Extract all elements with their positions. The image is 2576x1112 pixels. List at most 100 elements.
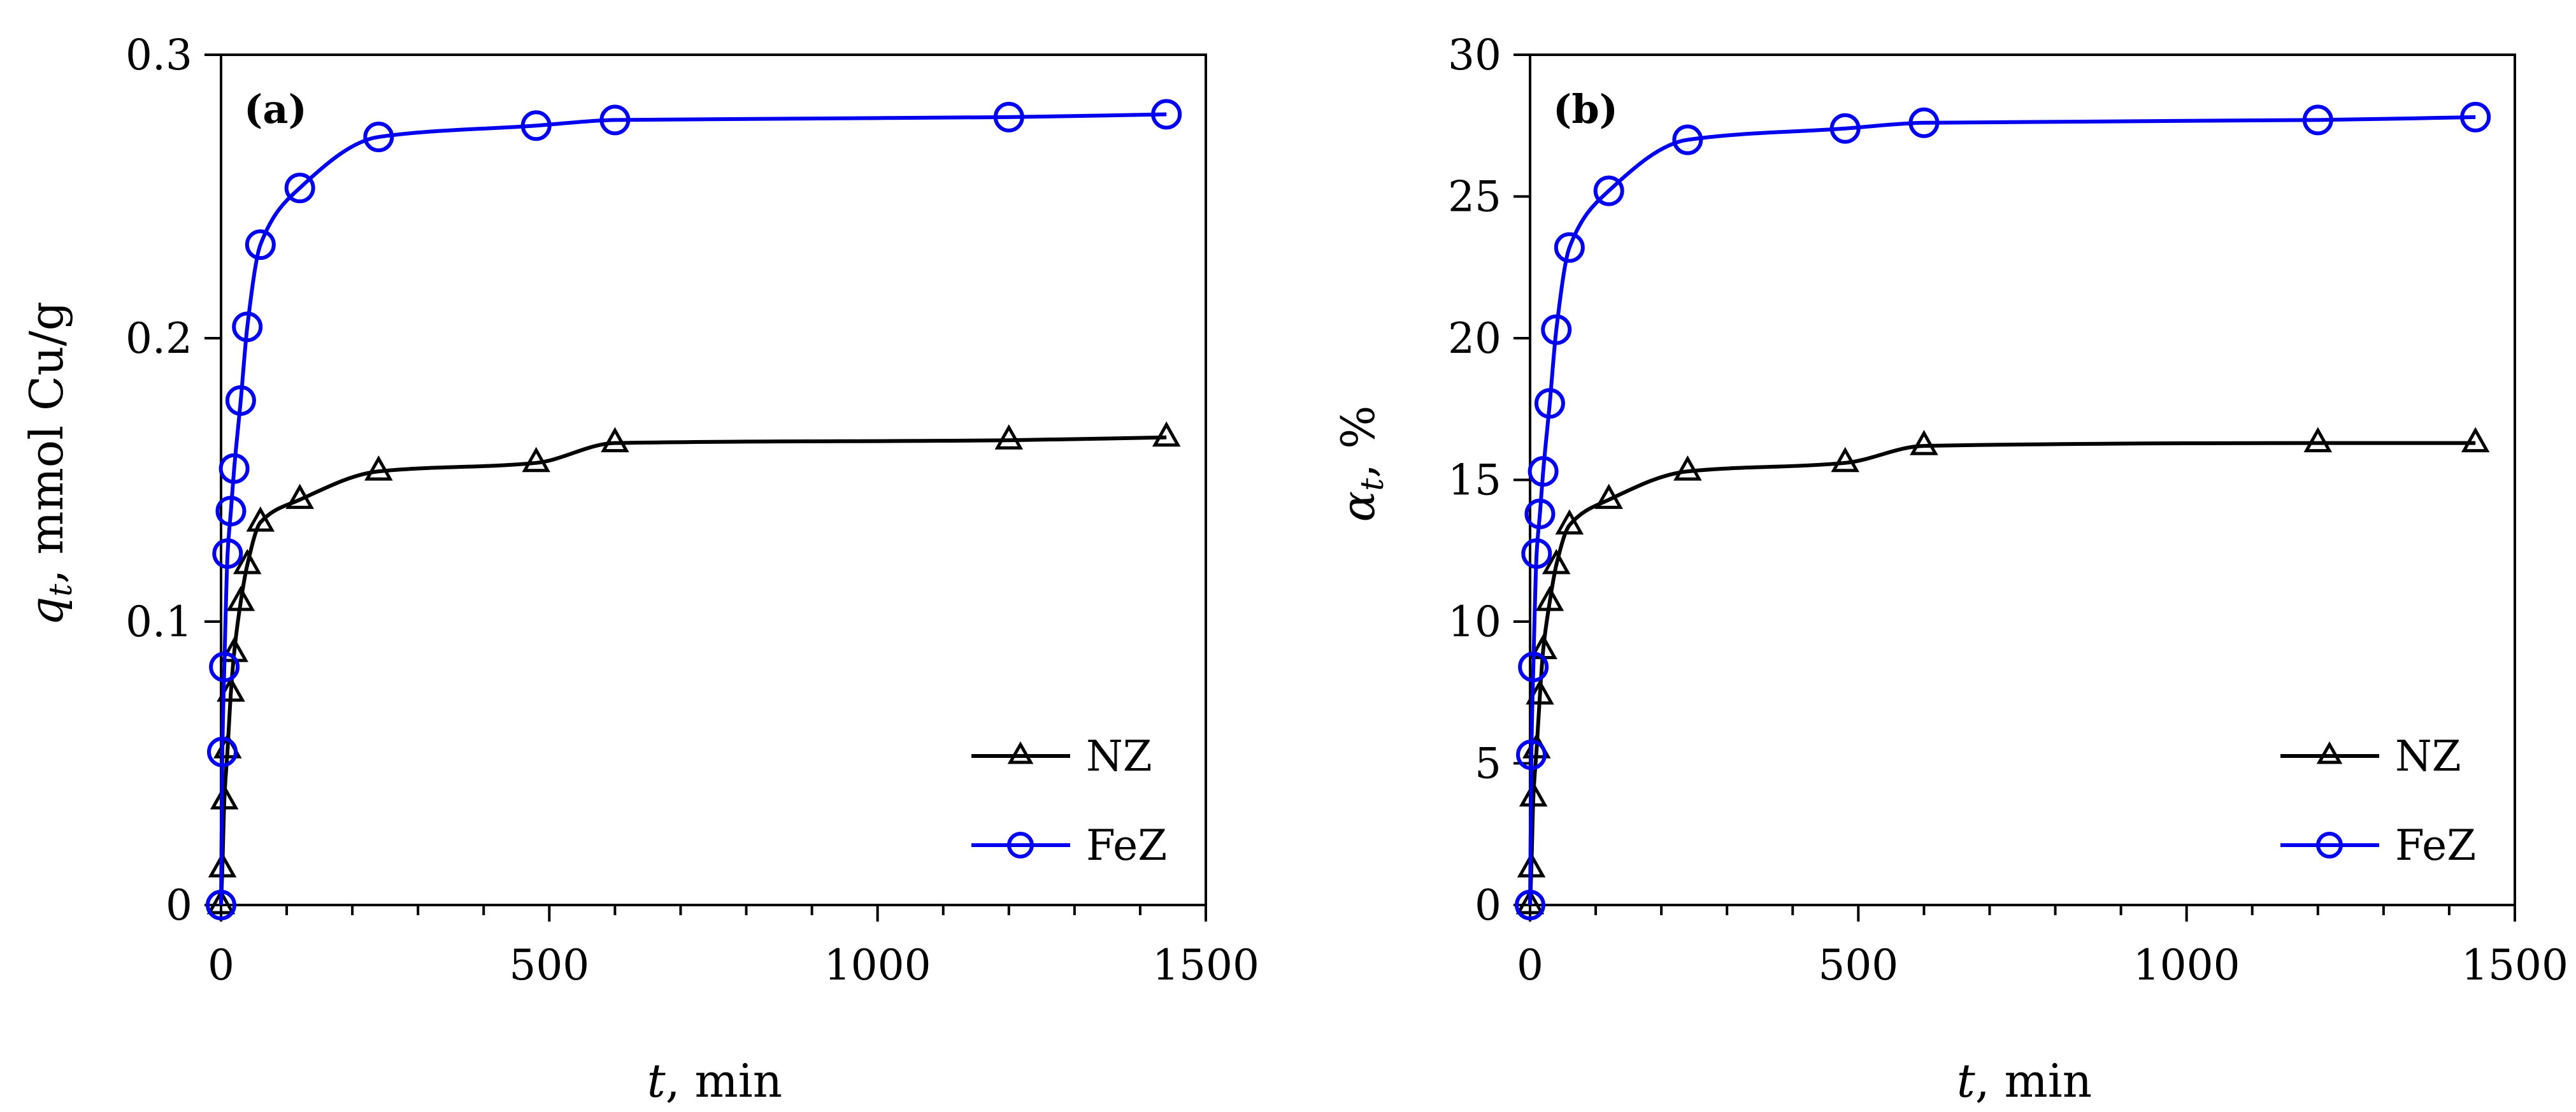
panel-a-x-tick-label: 1000 <box>824 941 931 990</box>
panel-b-legend-marker-fez <box>2316 832 2343 859</box>
panel-b-series-fez-point <box>1593 175 1624 206</box>
panel-a-series-fez-point <box>218 453 250 484</box>
panel-a-series-nz-point <box>285 483 314 510</box>
panel-a-y-tick-label: 0.2 <box>125 314 192 363</box>
panel-a-series-fez-point <box>209 652 240 683</box>
panel-a-series-nz-point <box>994 424 1024 450</box>
panel-b-series-fez-point <box>1534 388 1565 419</box>
panel-b-series-fez-point <box>1829 113 1861 144</box>
panel-a-series-fez-line <box>219 112 1167 906</box>
panel-b-series-fez-point <box>1554 232 1585 263</box>
panel-b-xlabel: t, min <box>1957 1054 2092 1108</box>
panel-a-ylabel-rest: , mmol Cu/g <box>20 301 73 583</box>
panel-b-series-nz-point <box>1910 430 1938 455</box>
panel-b-ylabel: αt, % <box>1331 406 1391 522</box>
panel-b-y-tick-label: 25 <box>1448 173 1501 222</box>
panel-a-y-tick-label: 0.3 <box>125 31 192 80</box>
panel-b-y-tick-label: 10 <box>1448 597 1501 646</box>
panel-b-legend: NZ FeZ <box>2280 732 2476 870</box>
panel-b-ylabel-symbol: α <box>1331 491 1385 522</box>
panel-b-series-nz-point <box>1519 781 1548 807</box>
panel-a-label: (a) <box>244 86 307 132</box>
panel-a-series-nz-point <box>233 548 262 574</box>
panel-a-xlabel-rest: , min <box>666 1054 782 1108</box>
panel-a-x-tick-label: 0 <box>208 941 234 990</box>
panel-b-series-fez-point <box>1541 314 1572 345</box>
panel-a-series-fez-point <box>232 311 263 343</box>
panel-b-ylabel-sub: t <box>1354 478 1391 491</box>
panel-a-series-fez-point <box>245 229 276 260</box>
panel-a-series-fez-point <box>1151 99 1182 130</box>
panel-a-series-fez-point <box>363 122 394 153</box>
panel-b-y-tick-label: 0 <box>1475 881 1501 930</box>
panel-a-series-fez-point <box>207 736 238 767</box>
panel-a-legend-marker-fez <box>1007 832 1034 859</box>
panel-b-x-tick-label: 0 <box>1517 941 1543 990</box>
panel-a-y-tick-label: 0 <box>166 881 192 930</box>
panel-b-y-tick-label: 5 <box>1475 739 1501 788</box>
panel-b-series-nz-point <box>1831 446 1859 473</box>
panel-b-series-fez-point <box>2460 101 2491 132</box>
panel-a-series-nz-point <box>601 427 629 453</box>
panel-a-series-fez-point <box>284 173 315 204</box>
panel-b-legend-label-nz: NZ <box>2395 732 2461 781</box>
panel-a-xlabel: t, min <box>647 1054 782 1108</box>
panel-a-x-tick-label: 1500 <box>1152 941 1259 990</box>
panel-b-y-tick-label: 30 <box>1448 31 1501 80</box>
panel-a-series-fez-point <box>225 385 256 416</box>
panel-b-series-fez-point <box>1515 890 1545 920</box>
panel-b-xlabel-symbol: t <box>1957 1054 1976 1108</box>
panel-b-legend-marker-nz <box>2316 741 2343 764</box>
panel-a-series-nz-point <box>364 455 393 481</box>
panel-a-series-fez-point <box>520 110 552 141</box>
panel-a-series-nz-point <box>1152 421 1181 447</box>
panel-b-series-nz-point <box>1535 585 1564 611</box>
panel-a-legend-label-nz: NZ <box>1086 732 1152 781</box>
panel-a-plot-frame <box>220 53 1207 906</box>
panel-b-legend-label-fez: FeZ <box>2395 821 2476 870</box>
panel-a-legend-label-fez: FeZ <box>1086 821 1167 870</box>
panel-a-series-nz-point <box>246 506 275 532</box>
panel-b-x-tick-label: 1500 <box>2461 941 2568 990</box>
panel-b-y-tick-label: 15 <box>1448 456 1501 505</box>
panel-a-series-fez-point <box>993 101 1024 132</box>
panel-b-series-fez-point <box>1524 498 1556 529</box>
panel-b-series-fez-point <box>1518 652 1549 683</box>
panel-b-series-fez-point <box>1528 456 1559 487</box>
panel-a-series-nz-point <box>206 888 236 915</box>
panel-a-y-tick-label: 0.1 <box>125 597 192 646</box>
panel-b-marks: 0 500 1000 1500 0 5 10 15 20 25 30 <box>1448 31 2568 990</box>
panel-b-x-tick-label: 500 <box>1818 941 1898 990</box>
panel-a-series-fez-point <box>215 495 247 527</box>
panel-b-series-fez-line <box>1528 115 2476 906</box>
panel-a-legend: NZ FeZ <box>971 732 1167 870</box>
panel-b-series-fez-point <box>1516 739 1547 771</box>
panel-b-xlabel-rest: , min <box>1975 1054 2092 1108</box>
panel-a-ylabel: qt, mmol Cu/g <box>20 301 79 626</box>
panel-b-series-nz-point <box>2303 427 2333 453</box>
panel-a-series-nz-point <box>522 446 550 473</box>
panel-b-series-nz-point <box>1555 509 1584 535</box>
panel-a-ylabel-sub: t <box>42 583 79 597</box>
panel-a-marks: 0 500 1000 1500 0 0.1 0.2 0.3 <box>125 31 1259 990</box>
panel-b-ylabel-rest: , % <box>1331 406 1385 478</box>
panel-a-ylabel-symbol: q <box>20 597 73 626</box>
panel-a-series-fez-point <box>212 538 243 569</box>
panel-b-series-fez-point <box>2302 104 2333 136</box>
panel-b-x-tick-label: 1000 <box>2133 941 2240 990</box>
panel-b-series-nz-point <box>1542 548 1571 574</box>
panel-a-x-tick-label: 500 <box>509 941 589 990</box>
panel-b-label: (b) <box>1553 86 1618 132</box>
panel-a-xlabel-symbol: t <box>647 1054 666 1108</box>
panel-b-series-nz-point <box>1594 483 1623 510</box>
panel-b-series-nz-point <box>2461 427 2490 453</box>
panel-b-series-nz-point <box>1515 888 1545 915</box>
panel-b-y-tick-label: 20 <box>1448 314 1501 363</box>
panel-b-series-fez-point <box>1908 107 1940 138</box>
panel-a-series-nz-point <box>226 585 255 611</box>
panel-a-series-fez-point <box>599 104 631 136</box>
panel-b-series-fez-point <box>1672 124 1703 155</box>
